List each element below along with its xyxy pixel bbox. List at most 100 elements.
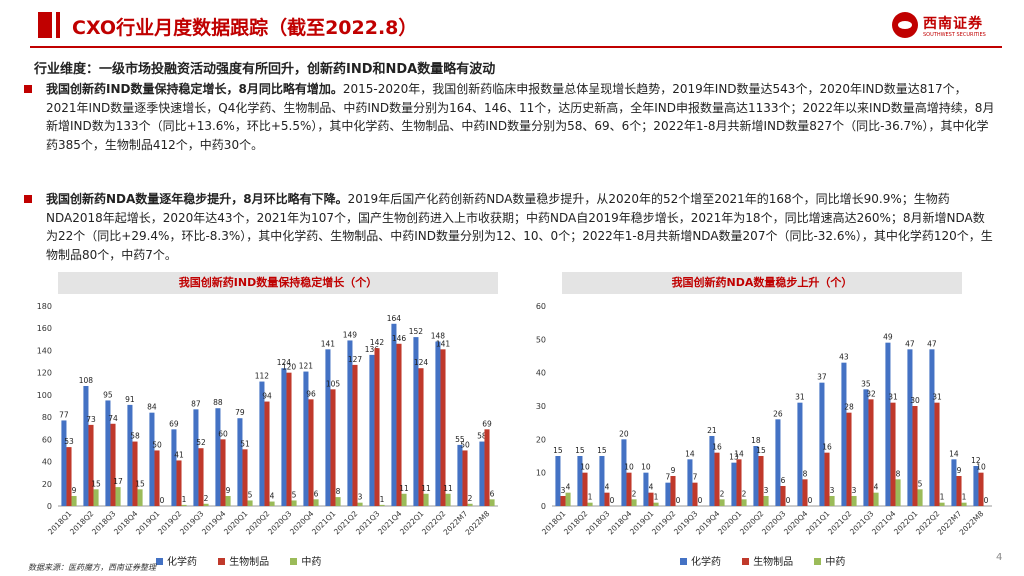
data-label: 10 (976, 463, 986, 472)
bar-chem (215, 408, 221, 506)
data-label: 35 (861, 379, 871, 388)
data-label: 26 (773, 409, 783, 418)
data-label: 2 (204, 494, 209, 503)
bar-bio (396, 343, 402, 506)
bar-bio (736, 459, 742, 506)
bar-bio (308, 399, 314, 506)
bar-bio (440, 349, 446, 506)
data-label: 53 (64, 437, 74, 446)
y-tick-label: 120 (37, 369, 52, 378)
bar-tcm (181, 504, 187, 506)
bar-chem (83, 386, 89, 506)
bar-chem (61, 420, 67, 506)
bar-tcm (269, 501, 275, 506)
bar-chem (863, 389, 869, 506)
bar-chem (391, 323, 397, 506)
y-tick-label: 40 (42, 458, 52, 467)
bar-tcm (961, 502, 967, 506)
legend-item-bio: 生物制品 (742, 557, 793, 568)
bullet-square-icon (24, 195, 32, 203)
data-label: 15 (756, 446, 766, 455)
data-label: 2 (468, 494, 473, 503)
bar-chem (885, 342, 891, 506)
data-label: 127 (348, 355, 363, 364)
bar-bio (110, 423, 116, 506)
bar-bio (66, 447, 72, 506)
legend-swatch-chem (680, 558, 687, 565)
data-label: 4 (566, 483, 571, 492)
data-label: 32 (866, 389, 876, 398)
chart-nda-title: 我国创新药NDA数量稳步上升（个） (562, 272, 962, 294)
data-label: 6 (314, 489, 319, 498)
data-label: 20 (619, 429, 629, 438)
bar-tcm (653, 502, 659, 506)
bar-tcm (335, 497, 341, 506)
y-tick-label: 140 (37, 346, 52, 355)
bar-chem (237, 418, 243, 506)
data-label: 69 (482, 419, 492, 428)
bar-bio (912, 406, 918, 506)
bar-bio (604, 492, 610, 506)
bar-chem (105, 400, 111, 506)
data-label: 2 (720, 489, 725, 498)
data-label: 112 (255, 372, 270, 381)
data-label: 14 (949, 449, 959, 458)
data-label: 4 (649, 483, 654, 492)
bar-chem (775, 419, 781, 506)
y-tick-label: 60 (536, 302, 546, 311)
y-tick-label: 160 (37, 324, 52, 333)
y-tick-label: 10 (536, 469, 546, 478)
data-label: 95 (103, 390, 113, 399)
data-label: 11 (443, 484, 453, 493)
data-label: 8 (336, 487, 341, 496)
bar-bio (132, 441, 138, 506)
data-label: 136 (365, 345, 380, 354)
page-title: CXO行业月度数据跟踪（截至2022.8） (72, 17, 418, 39)
bar-bio (692, 482, 698, 506)
data-label: 0 (984, 496, 989, 505)
bar-tcm (357, 502, 363, 506)
bar-tcm (379, 504, 385, 506)
bar-chem (479, 441, 485, 506)
bar-bio (242, 449, 248, 506)
bar-chem (797, 402, 803, 506)
y-tick-label: 40 (536, 369, 546, 378)
data-label: 11 (399, 484, 409, 493)
y-tick-label: 20 (536, 435, 546, 444)
bar-chem (665, 482, 671, 506)
data-label: 12 (971, 456, 981, 465)
data-label: 87 (191, 399, 201, 408)
bar-bio (560, 496, 566, 506)
data-label: 15 (91, 479, 101, 488)
legend-swatch-chem (156, 558, 163, 565)
logo-subtext: SOUTHWEST SECURITIES (923, 32, 986, 38)
data-label: 141 (321, 339, 336, 348)
data-label: 37 (817, 373, 827, 382)
data-label: 0 (786, 496, 791, 505)
bar-bio (198, 448, 204, 506)
bar-chem (369, 354, 375, 506)
bar-tcm (423, 493, 429, 506)
data-label: 3 (358, 493, 363, 502)
legend-swatch-tcm (814, 558, 822, 565)
bar-bio (374, 348, 380, 506)
y-tick-label: 60 (42, 435, 52, 444)
bar-chem (621, 439, 627, 506)
legend-item-tcm: 中药 (290, 557, 321, 568)
data-label: 60 (218, 429, 228, 438)
data-label: 18 (751, 436, 761, 445)
data-label: 15 (575, 446, 585, 455)
bar-bio (846, 412, 852, 506)
data-label: 88 (213, 398, 223, 407)
data-label: 3 (830, 486, 835, 495)
data-label: 15 (553, 446, 563, 455)
bullet-ind: 我国创新药IND数量保持稳定增长，8月同比略有增加。2015-2020年，我国创… (24, 80, 996, 154)
bar-tcm (939, 502, 945, 506)
bar-chem (841, 362, 847, 506)
data-label: 49 (883, 333, 893, 342)
x-tick-label: 2022M8 (958, 509, 986, 537)
bar-tcm (115, 487, 121, 506)
bar-tcm (225, 496, 231, 506)
